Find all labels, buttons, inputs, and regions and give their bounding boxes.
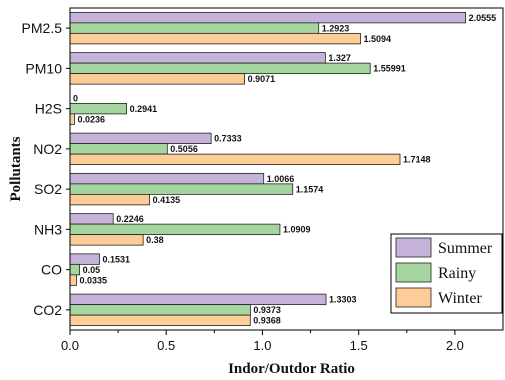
y-tick-label: CO2: [33, 302, 62, 318]
x-tick-label: 1.5: [350, 338, 368, 353]
y-tick-label: CO: [41, 262, 62, 278]
bar-rainy: [69, 102, 127, 115]
x-axis: 0.0 0.5 1.0 1.5 2.0: [61, 330, 464, 353]
bar-rainy: [69, 304, 251, 316]
legend-swatch-summer: [395, 237, 432, 258]
data-label: 1.327: [328, 53, 351, 63]
bar-winter: [69, 113, 75, 125]
bar-rainy: [69, 143, 168, 155]
bar-winter: [69, 234, 144, 246]
data-label: 0.9373: [253, 305, 281, 315]
y-tick-label: NO2: [33, 141, 62, 157]
x-tick-label: 0.5: [157, 338, 175, 353]
bar-winter: [69, 32, 361, 45]
bar-rainy: [69, 263, 81, 276]
plot-frame: [69, 7, 504, 331]
bar-winter: [69, 314, 251, 327]
data-label: 0.5056: [170, 144, 198, 154]
x-tick-label: 2.0: [446, 338, 464, 353]
data-label: 1.1574: [296, 184, 324, 194]
data-label: 1.7148: [403, 155, 431, 165]
bar-summer: [69, 213, 114, 225]
y-tick-label: H2S: [35, 101, 62, 117]
data-label: 1.0066: [267, 174, 295, 184]
data-label: 0: [73, 93, 78, 103]
bar-rainy: [69, 62, 371, 75]
legend-label-summer: Summer: [438, 240, 493, 257]
bar-summer: [69, 172, 265, 185]
y-tick-label: SO2: [34, 181, 62, 197]
bar-rainy: [69, 183, 294, 195]
bars-layer: [69, 11, 466, 327]
bar-summer: [69, 293, 327, 306]
y-tick-label: NH3: [34, 221, 62, 237]
data-label: 1.55991: [373, 64, 406, 74]
data-label: 1.2923: [322, 23, 350, 33]
data-label: 1.3303: [329, 295, 357, 305]
bar-summer: [69, 52, 326, 64]
x-tick-label: 0.0: [61, 338, 79, 353]
legend-swatch-winter: [395, 287, 432, 308]
bar-winter: [69, 274, 77, 286]
data-label: 0.2246: [116, 214, 144, 224]
bar-summer: [69, 132, 212, 145]
data-label: 0.05: [83, 265, 101, 275]
data-label: 0.9368: [253, 316, 281, 326]
bar-winter: [69, 73, 245, 85]
value-labels-layer: 2.0555 1.2923 1.5094 1.327 1.55991 0.9071 0 0.2…: [73, 13, 496, 326]
legend: Summer Rainy Winter: [390, 233, 503, 314]
data-label: 2.0555: [469, 13, 497, 23]
x-axis-title: Indor/Outdor Ratio: [228, 361, 355, 377]
data-label: 0.7333: [214, 134, 242, 144]
data-label: 1.5094: [363, 34, 391, 44]
data-label: 0.38: [146, 235, 164, 245]
legend-label-rainy: Rainy: [438, 265, 476, 282]
y-axis: PM2.5 PM10 H2S NO2 SO2 NH3 CO CO2: [22, 20, 70, 318]
data-label: 0.2941: [130, 104, 158, 114]
data-label: 0.0236: [78, 114, 106, 124]
bar-winter: [69, 153, 401, 166]
bar-rainy: [69, 22, 320, 34]
legend-swatch-rainy: [395, 262, 432, 283]
bar-rainy: [69, 223, 281, 236]
data-label: 0.4135: [153, 195, 181, 205]
bar-summer: [69, 253, 100, 265]
y-tick-label: PM10: [25, 60, 62, 76]
x-tick-label: 1.0: [253, 338, 271, 353]
data-label: 1.0909: [283, 225, 311, 235]
legend-label-winter: Winter: [438, 290, 482, 307]
data-label: 0.0335: [79, 275, 107, 285]
data-label: 0.1531: [102, 254, 130, 264]
bar-summer: [69, 11, 466, 24]
bar-winter: [69, 193, 150, 206]
data-label: 0.9071: [248, 74, 276, 84]
y-axis-title: Pollutants: [8, 136, 24, 201]
y-tick-label: PM2.5: [22, 20, 63, 36]
